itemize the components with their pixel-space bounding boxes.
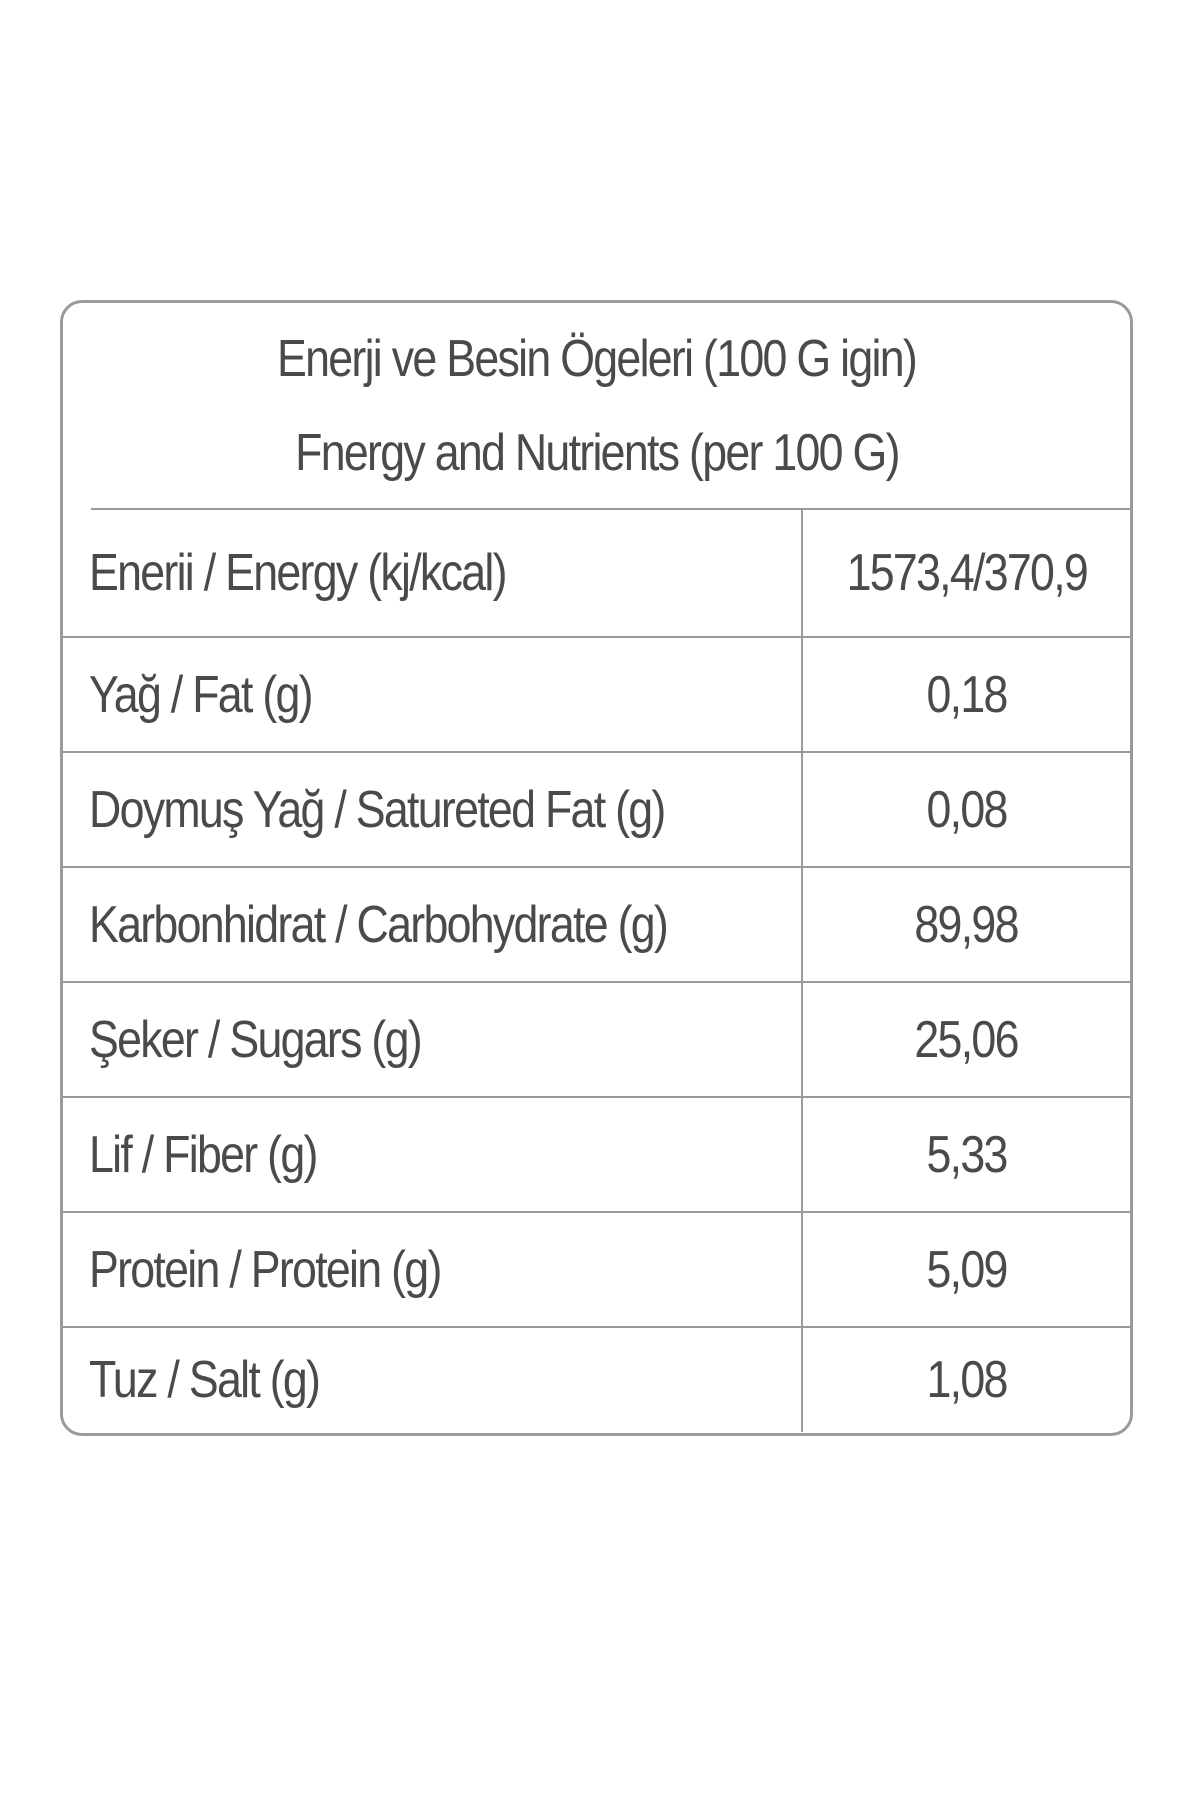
- row-label: Tuz / Salt (g): [63, 1328, 803, 1432]
- table-header: Enerji ve Besin Ögeleri (100 G igin) Fne…: [91, 303, 1130, 510]
- nutrition-facts-table: Enerji ve Besin Ögeleri (100 G igin) Fne…: [60, 300, 1133, 1436]
- row-label: Doymuş Yağ / Satureted Fat (g): [63, 753, 803, 866]
- row-label: Karbonhidrat / Carbohydrate (g): [63, 868, 803, 981]
- table-row-salt: Tuz / Salt (g) 1,08: [63, 1328, 1130, 1432]
- row-value: 5,09: [926, 1240, 1008, 1299]
- table-row-energy: Enerii / Energy (kj/kcal) 1573,4/370,9: [63, 510, 1130, 638]
- row-value: 89,98: [914, 895, 1020, 954]
- table-row-protein: Protein / Protein (g) 5,09: [63, 1213, 1130, 1328]
- table-row-fat: Yağ / Fat (g) 0,18: [63, 638, 1130, 753]
- table-row-carbohydrate: Karbonhidrat / Carbohydrate (g) 89,98: [63, 868, 1130, 983]
- header-title-turkish: Enerji ve Besin Ögeleri (100 G igin): [276, 329, 918, 388]
- row-value: 25,06: [914, 1010, 1020, 1069]
- row-label: Şeker / Sugars (g): [63, 983, 803, 1096]
- row-label: Yağ / Fat (g): [63, 638, 803, 751]
- row-value: 5,33: [926, 1125, 1008, 1184]
- row-value: 0,08: [926, 780, 1008, 839]
- row-label: Enerii / Energy (kj/kcal): [63, 510, 803, 636]
- table-row-fiber: Lif / Fiber (g) 5,33: [63, 1098, 1130, 1213]
- row-value: 1,08: [926, 1351, 1008, 1409]
- table-row-saturated-fat: Doymuş Yağ / Satureted Fat (g) 0,08: [63, 753, 1130, 868]
- row-label: Lif / Fiber (g): [63, 1098, 803, 1211]
- row-label: Protein / Protein (g): [63, 1213, 803, 1326]
- row-value: 0,18: [926, 665, 1008, 724]
- nutrient-rows: Enerii / Energy (kj/kcal) 1573,4/370,9 Y…: [63, 510, 1130, 1432]
- table-row-sugars: Şeker / Sugars (g) 25,06: [63, 983, 1130, 1098]
- row-value: 1573,4/370,9: [846, 544, 1088, 602]
- header-title-english: Fnergy and Nutrients (per 100 G): [294, 423, 900, 482]
